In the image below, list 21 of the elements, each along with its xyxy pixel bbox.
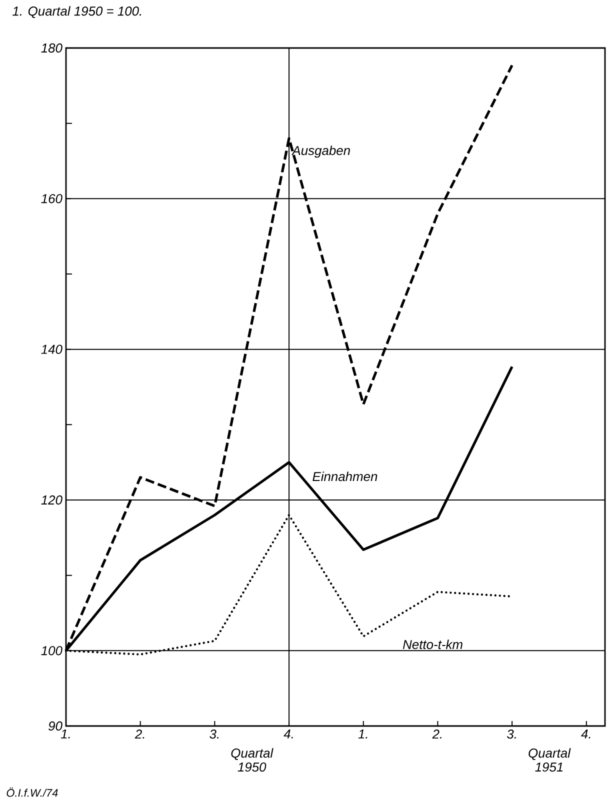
y-tick-label: 120 bbox=[41, 495, 62, 505]
series-label: Einnahmen bbox=[312, 472, 378, 482]
x-tick-label: 1. bbox=[60, 730, 70, 738]
y-tick-label: 140 bbox=[41, 344, 62, 354]
x-tick-label: 3. bbox=[506, 730, 516, 739]
x-tick-label: 4. bbox=[284, 730, 293, 738]
text: Quartal 1951 bbox=[528, 748, 571, 772]
x-tick-label: 1. bbox=[358, 730, 368, 738]
series-label: Ausgaben bbox=[292, 146, 350, 158]
y-tick-label: 100 bbox=[41, 646, 62, 656]
x-tick-label: 3. bbox=[210, 730, 219, 739]
x-tick-label: 4. bbox=[581, 730, 590, 738]
y-tick-label: 180 bbox=[41, 43, 62, 53]
series-label: Netto-t-km bbox=[402, 640, 462, 650]
y-tick-label: 90 bbox=[48, 721, 62, 731]
text: Quartal 1950 bbox=[231, 748, 274, 772]
x-tick-label: 2. bbox=[432, 730, 442, 739]
text: Ö.I.f.W./74 bbox=[6, 788, 58, 797]
y-tick-label: 160 bbox=[41, 194, 62, 204]
x-tick-label: 2. bbox=[134, 730, 144, 739]
chart-title: 1. Quartal 1950 = 100. bbox=[12, 6, 142, 18]
